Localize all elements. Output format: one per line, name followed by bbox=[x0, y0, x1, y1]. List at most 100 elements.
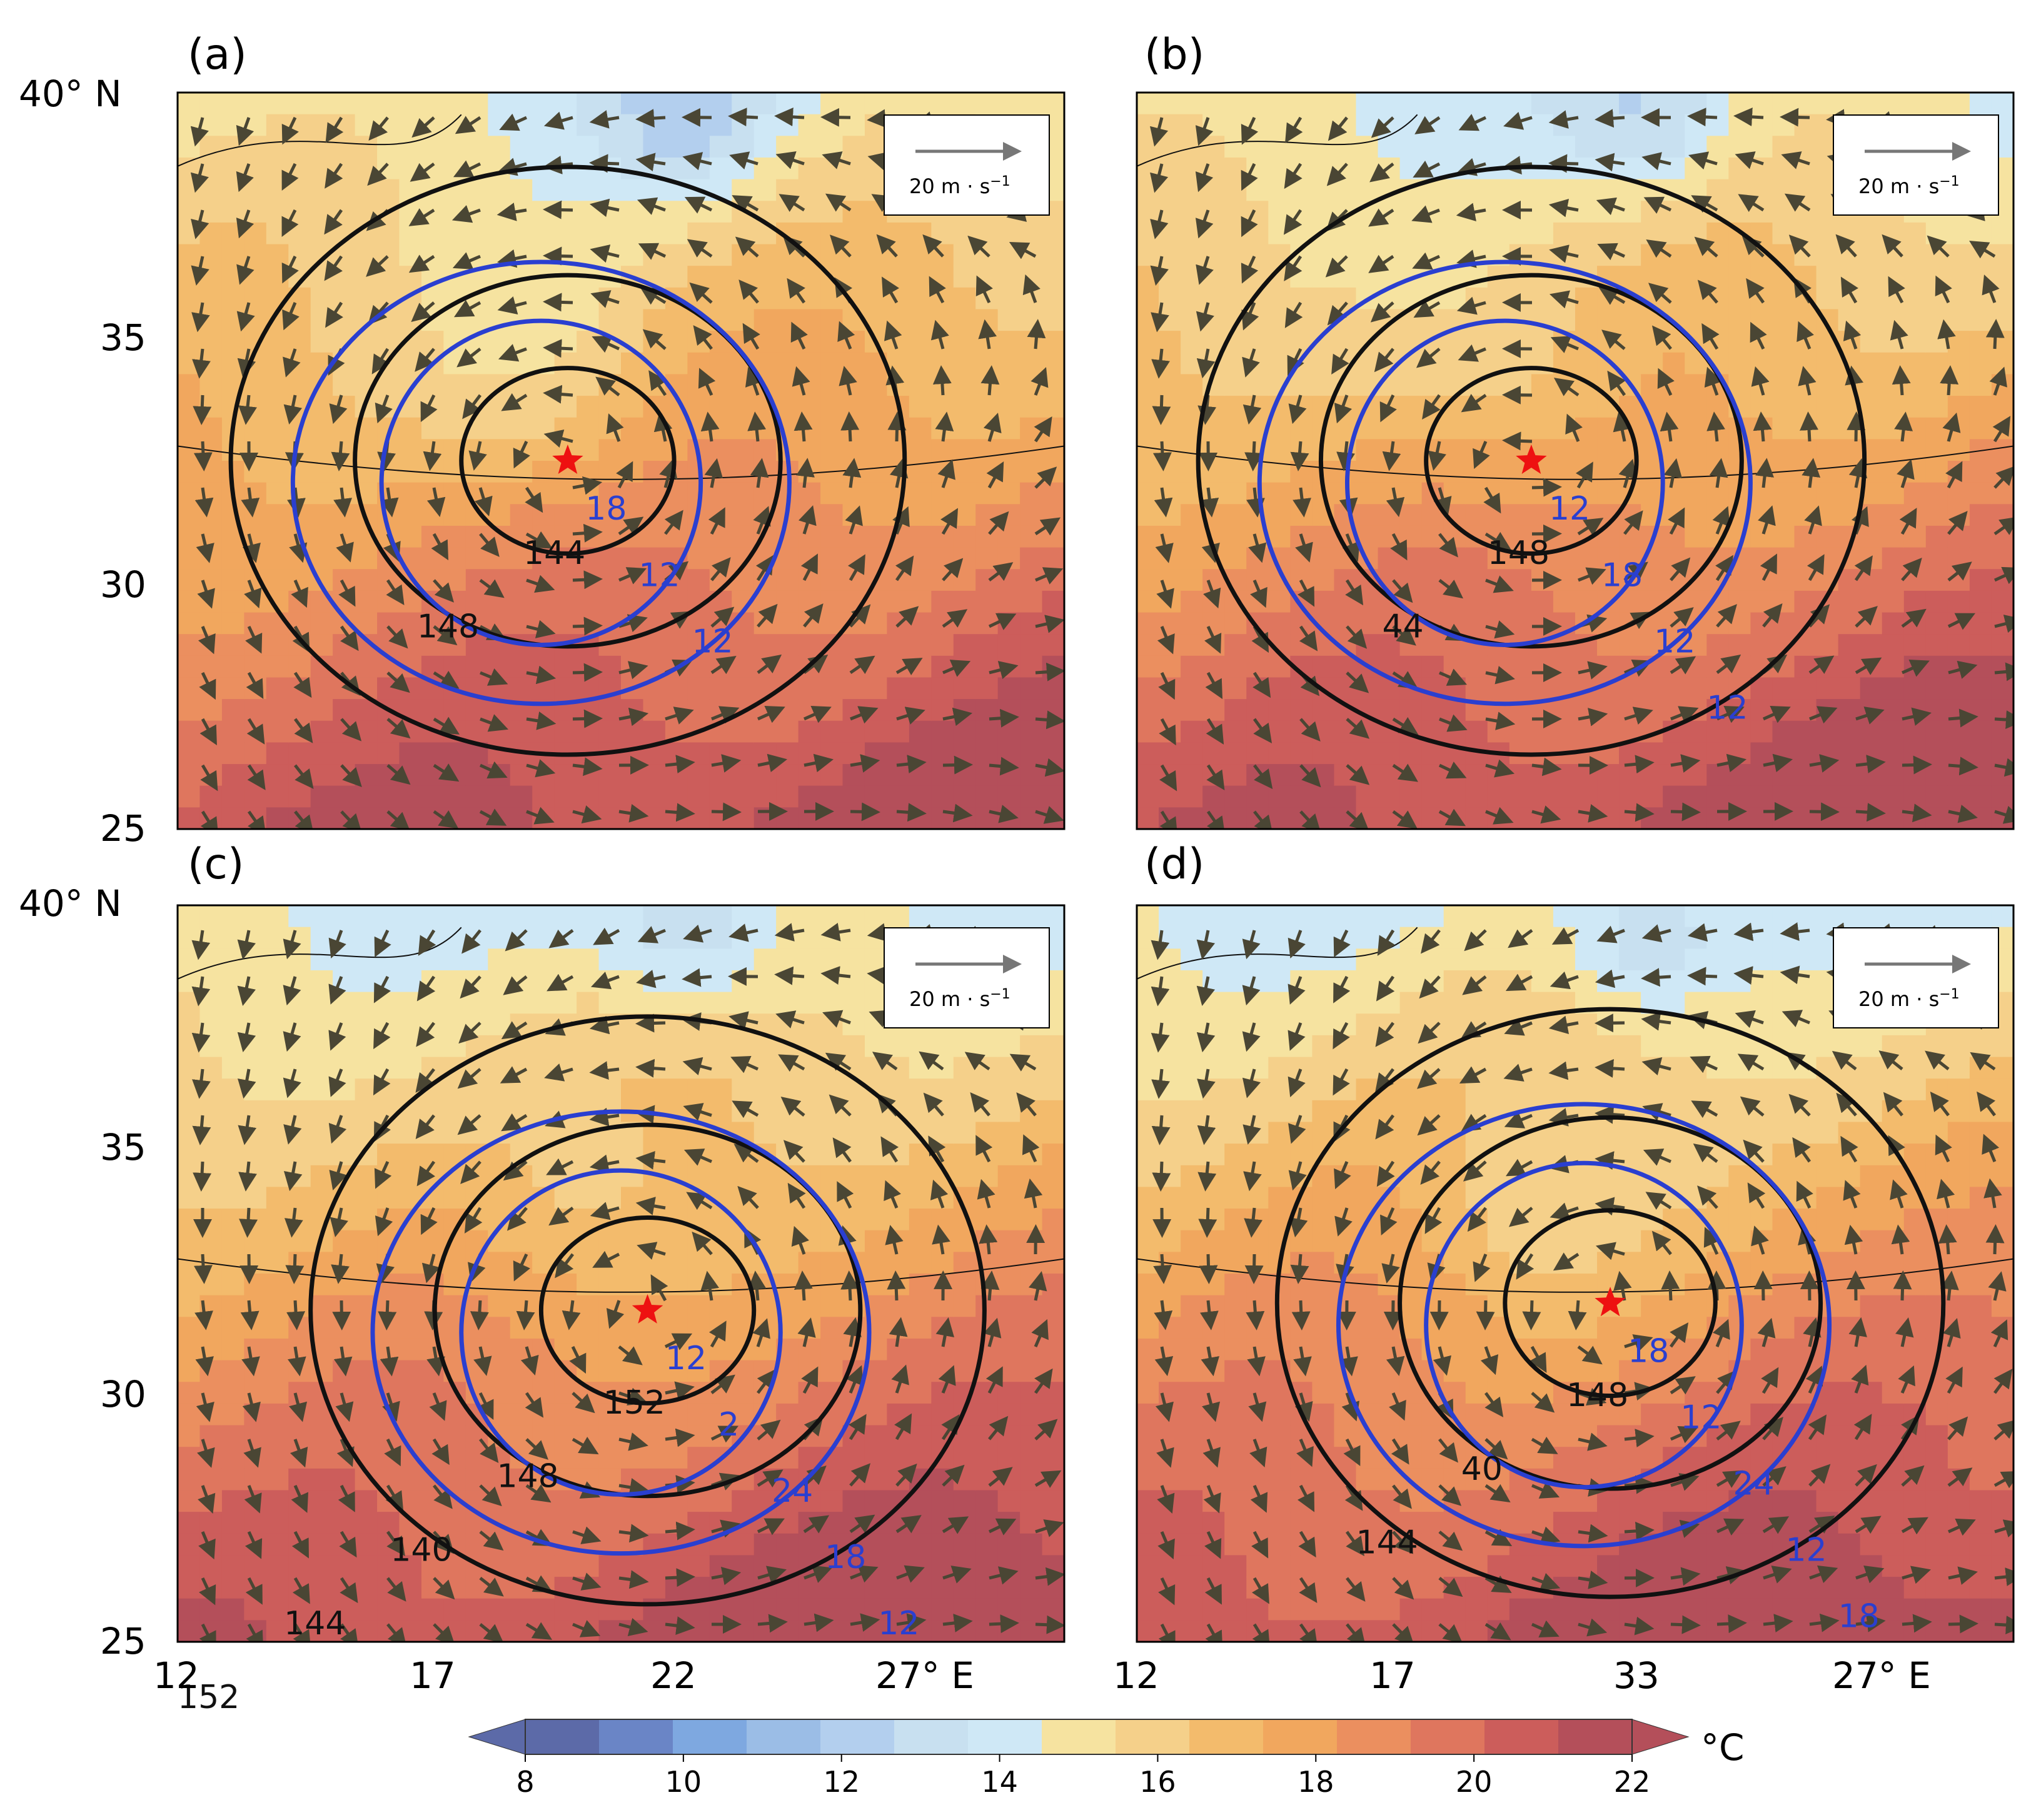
wind-vector bbox=[292, 1577, 310, 1604]
wind-vector bbox=[1464, 929, 1487, 952]
wind-vector bbox=[1854, 555, 1873, 581]
wind-vector bbox=[1376, 1160, 1395, 1187]
wind-vector bbox=[1503, 1063, 1533, 1082]
wind-vector bbox=[1641, 152, 1671, 171]
wind-vector bbox=[333, 487, 353, 518]
wind-vector bbox=[1484, 1529, 1513, 1546]
wind-vector bbox=[1792, 1137, 1812, 1163]
wind-vector bbox=[1457, 158, 1486, 176]
wind-vector bbox=[896, 1565, 925, 1583]
wind-vector bbox=[794, 411, 813, 442]
wind-vector bbox=[1780, 108, 1810, 127]
wind-vector bbox=[1438, 762, 1467, 779]
wind-vector bbox=[1299, 810, 1321, 829]
wind-vector bbox=[988, 1518, 1017, 1536]
wind-vector bbox=[452, 252, 481, 269]
wind-vector bbox=[1788, 1094, 1811, 1117]
wind-vector bbox=[1331, 348, 1349, 375]
wind-vector bbox=[525, 531, 553, 549]
wind-vector bbox=[708, 1320, 727, 1348]
wind-vector bbox=[895, 1515, 922, 1534]
wind-vector bbox=[1159, 764, 1177, 792]
wind-vector bbox=[1156, 580, 1174, 609]
wind-vector bbox=[880, 1136, 899, 1163]
blue-contour-label: 12 bbox=[1549, 490, 1590, 528]
wind-vector bbox=[989, 757, 1019, 776]
wind-vector bbox=[1484, 1392, 1504, 1417]
wind-vector bbox=[1204, 1577, 1222, 1605]
wind-vector bbox=[801, 1366, 819, 1394]
wind-vector bbox=[1643, 1149, 1671, 1166]
wind-vector bbox=[238, 1115, 257, 1145]
wind-vector bbox=[1377, 929, 1396, 956]
wind-vector bbox=[338, 1484, 355, 1512]
wind-vector bbox=[1624, 755, 1655, 774]
wind-vector bbox=[964, 1052, 990, 1071]
wind-vector bbox=[1293, 1346, 1312, 1377]
wind-vector bbox=[1150, 209, 1169, 239]
wind-vector bbox=[1551, 927, 1580, 945]
wind-vector bbox=[1476, 1300, 1495, 1330]
wind-vector bbox=[1553, 1252, 1580, 1271]
wind-vector bbox=[1151, 930, 1170, 960]
wind-vector bbox=[1848, 1317, 1867, 1347]
wind-vector bbox=[967, 235, 990, 258]
wind-vector bbox=[498, 344, 527, 362]
wind-vector bbox=[648, 370, 667, 396]
wind-vector bbox=[618, 1387, 648, 1406]
wind-vector bbox=[1596, 197, 1625, 216]
wind-vector bbox=[1299, 718, 1321, 742]
reference-vector-label: 20 m · s−1 bbox=[909, 987, 1010, 1011]
wind-vector bbox=[1531, 1526, 1561, 1545]
wind-vector bbox=[757, 1419, 781, 1440]
x-tick-label-17-left: 17 bbox=[410, 1654, 456, 1697]
wind-vector bbox=[1693, 1144, 1718, 1163]
wind-vector bbox=[562, 1300, 581, 1330]
wind-vector bbox=[1807, 554, 1825, 581]
wind-vector bbox=[329, 395, 348, 425]
wind-vector bbox=[1298, 1531, 1316, 1558]
wind-vector bbox=[1154, 1300, 1173, 1330]
wind-vector bbox=[572, 663, 603, 682]
colorbar-tick-label: 8 bbox=[516, 1765, 534, 1799]
wind-vector bbox=[1424, 1207, 1443, 1234]
wind-vector bbox=[1531, 1436, 1558, 1454]
wind-vector bbox=[1947, 1467, 1973, 1487]
wind-vector bbox=[473, 1346, 492, 1376]
wind-vector bbox=[1855, 755, 1886, 773]
wind-vector bbox=[606, 413, 624, 442]
wind-vector bbox=[1199, 1254, 1218, 1284]
black-contour-label: 144 bbox=[523, 535, 585, 572]
black-contour bbox=[432, 1122, 863, 1499]
wind-vector bbox=[1390, 533, 1408, 561]
wind-vector bbox=[804, 753, 834, 773]
wind-vector bbox=[1035, 662, 1064, 681]
wind-vector bbox=[942, 660, 971, 677]
wind-vector bbox=[1196, 1022, 1216, 1053]
wind-vector bbox=[820, 966, 851, 985]
wind-vector bbox=[1660, 411, 1679, 442]
wind-vector bbox=[543, 111, 573, 130]
wind-vector bbox=[1737, 1053, 1765, 1072]
wind-vector bbox=[1034, 517, 1061, 536]
wind-vector bbox=[429, 1392, 447, 1421]
wind-vector bbox=[752, 1318, 770, 1347]
wind-vector bbox=[1601, 329, 1626, 350]
wind-vector bbox=[1389, 1392, 1406, 1421]
black-contour-label: 144 bbox=[1356, 1524, 1418, 1562]
x-tick-label-17-right: 17 bbox=[1369, 1654, 1416, 1697]
wind-vector bbox=[1641, 968, 1671, 987]
wind-vector bbox=[479, 578, 505, 598]
wind-vector bbox=[983, 1317, 1002, 1347]
wind-vector bbox=[1595, 153, 1625, 172]
wind-vector bbox=[1687, 967, 1718, 986]
wind-vector bbox=[1761, 1367, 1779, 1394]
wind-vector bbox=[1375, 1022, 1395, 1047]
wind-vector bbox=[431, 1438, 450, 1466]
wind-vector bbox=[891, 1364, 909, 1394]
wind-vector bbox=[1288, 1115, 1306, 1144]
wind-vector bbox=[1716, 705, 1745, 723]
wind-vector bbox=[244, 1485, 262, 1514]
wind-vector bbox=[1459, 1066, 1487, 1083]
wind-vector bbox=[468, 441, 487, 471]
